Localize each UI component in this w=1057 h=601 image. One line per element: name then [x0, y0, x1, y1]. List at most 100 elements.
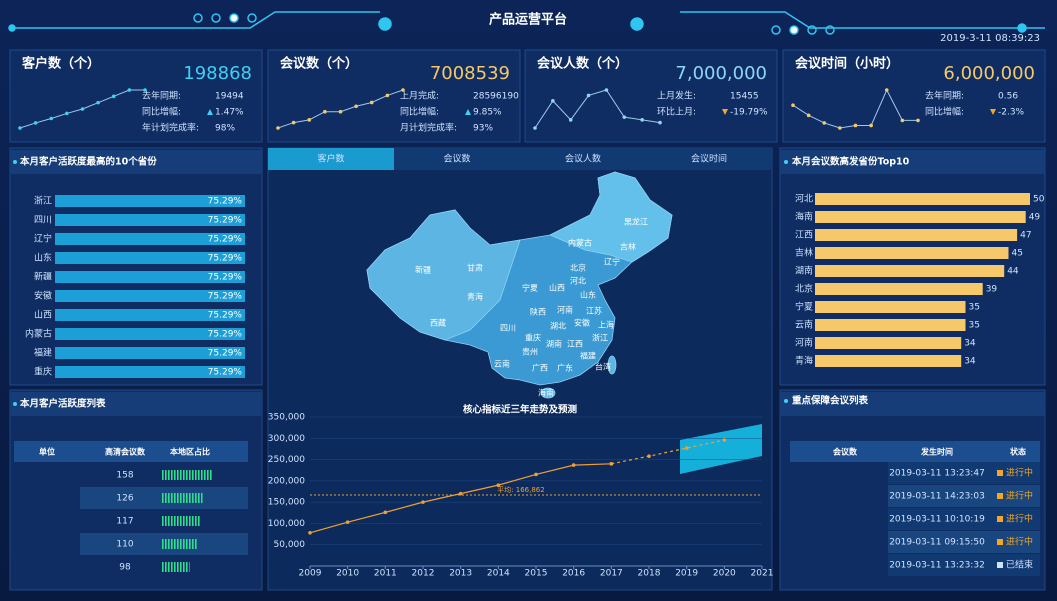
bar	[815, 337, 962, 349]
line-point	[345, 520, 350, 524]
province-label: 四川	[500, 324, 516, 333]
status: 进行中	[1006, 490, 1033, 502]
value-label: 75.29%	[208, 349, 243, 359]
bar	[55, 214, 245, 226]
value-label: 45	[1012, 249, 1023, 259]
sparkline-point	[96, 100, 100, 105]
bar	[55, 309, 245, 321]
bar	[815, 211, 1026, 223]
province-label: 新疆	[415, 265, 431, 275]
province-label: 山东	[580, 290, 596, 300]
category-label: 青海	[795, 355, 813, 367]
cell: 2019-03-11 09:15:50	[889, 538, 985, 548]
x-tick-label: 2018	[638, 569, 661, 579]
sparkline-point	[900, 118, 905, 123]
cell: 2019-03-11 10:10:19	[889, 515, 985, 525]
value-label: 75.29%	[208, 368, 243, 378]
bar	[815, 301, 966, 313]
kpi-line-label: 月计划完成率:	[400, 122, 457, 134]
map-tab-label: 会议人数	[565, 153, 601, 165]
cell: 126	[116, 494, 133, 504]
bar	[55, 252, 245, 264]
status-icon	[997, 539, 1003, 545]
cell: 2019-03-11 13:23:32	[889, 561, 985, 571]
province-label: 河北	[570, 276, 586, 286]
kpi-line-label: 去年同期:	[925, 90, 964, 102]
sparkline-point	[533, 126, 537, 130]
column-header: 本地区占比	[169, 447, 210, 457]
sparkline-point	[354, 104, 358, 109]
column-header: 会议数	[833, 447, 858, 457]
category-label: 江西	[795, 230, 813, 241]
line-point	[308, 530, 312, 535]
kpi-line-value: 15455	[730, 92, 759, 102]
sparkline-point	[916, 118, 920, 123]
province-label: 贵州	[522, 347, 538, 357]
sparkline-point	[65, 111, 69, 116]
sparkline-point	[18, 126, 22, 130]
sparkline-point	[369, 100, 374, 105]
cell: 2019-03-11 14:23:03	[889, 492, 985, 502]
map-tab[interactable]	[646, 148, 772, 170]
cell: 98	[119, 563, 131, 573]
kpi-line-value: 0.56	[998, 92, 1018, 102]
value-label: 39	[986, 285, 998, 295]
map-tab[interactable]	[394, 148, 520, 170]
bar	[55, 233, 245, 245]
category-label: 安徽	[34, 290, 52, 302]
line-point	[684, 446, 689, 450]
kpi-line-label: 同比增幅:	[400, 106, 439, 118]
x-tick-label: 2017	[600, 569, 623, 579]
status-icon	[997, 516, 1003, 522]
status-icon	[997, 470, 1003, 476]
cell: 117	[116, 517, 133, 527]
kpi-line-value: 28596190	[473, 92, 519, 102]
sparkline	[534, 89, 661, 129]
share-bar	[161, 516, 201, 526]
kpi-line-value: 1.47%	[215, 108, 244, 118]
kpi-line-label: 环比上月:	[657, 106, 696, 118]
y-tick-label: 200,000	[268, 476, 305, 486]
column-header: 发生时间	[920, 447, 953, 457]
sparkline-point	[401, 88, 405, 92]
sparkline-point	[276, 126, 280, 130]
x-tick-label: 2021	[751, 569, 774, 579]
map-tab[interactable]	[520, 148, 646, 170]
sparkline-point	[568, 118, 573, 122]
province-label: 海南	[538, 388, 554, 398]
map-tab-label: 会议数	[443, 153, 470, 165]
bar	[815, 355, 962, 367]
province-label: 上海	[598, 320, 614, 330]
x-tick-label: 2012	[412, 569, 435, 579]
bar	[815, 247, 1009, 259]
row-bg	[888, 554, 1040, 576]
x-tick-label: 2011	[374, 569, 397, 579]
cell: 110	[116, 540, 133, 550]
sparkline-point	[806, 113, 811, 118]
line-point	[496, 483, 501, 487]
province-label: 广西	[532, 363, 548, 373]
value-label: 44	[1007, 267, 1019, 277]
sparkline-point	[658, 120, 662, 125]
province-label: 云南	[494, 359, 510, 369]
status: 已结束	[1006, 559, 1033, 571]
category-label: 河南	[795, 337, 813, 349]
sparkline-point	[49, 116, 54, 121]
share-bar	[161, 470, 213, 480]
value-label: 75.29%	[208, 254, 243, 264]
sparkline-point	[640, 118, 644, 122]
y-tick-label: 150,000	[268, 498, 305, 508]
kpi-line-label: 上月发生:	[657, 90, 696, 102]
sparkline-point	[307, 118, 312, 122]
province-label: 河南	[557, 305, 573, 315]
line-point	[647, 454, 651, 458]
map-tab[interactable]	[268, 148, 394, 170]
category-label: 河北	[795, 193, 813, 205]
sparkline-point	[869, 123, 873, 128]
province-label: 福建	[580, 351, 596, 361]
province-label: 吉林	[620, 242, 636, 252]
column-header: 高清会议数	[105, 447, 146, 457]
panel-title: 本月客户活跃度最高的10个省份	[20, 156, 157, 168]
category-label: 山东	[34, 252, 52, 264]
sparkline-point	[33, 121, 38, 125]
